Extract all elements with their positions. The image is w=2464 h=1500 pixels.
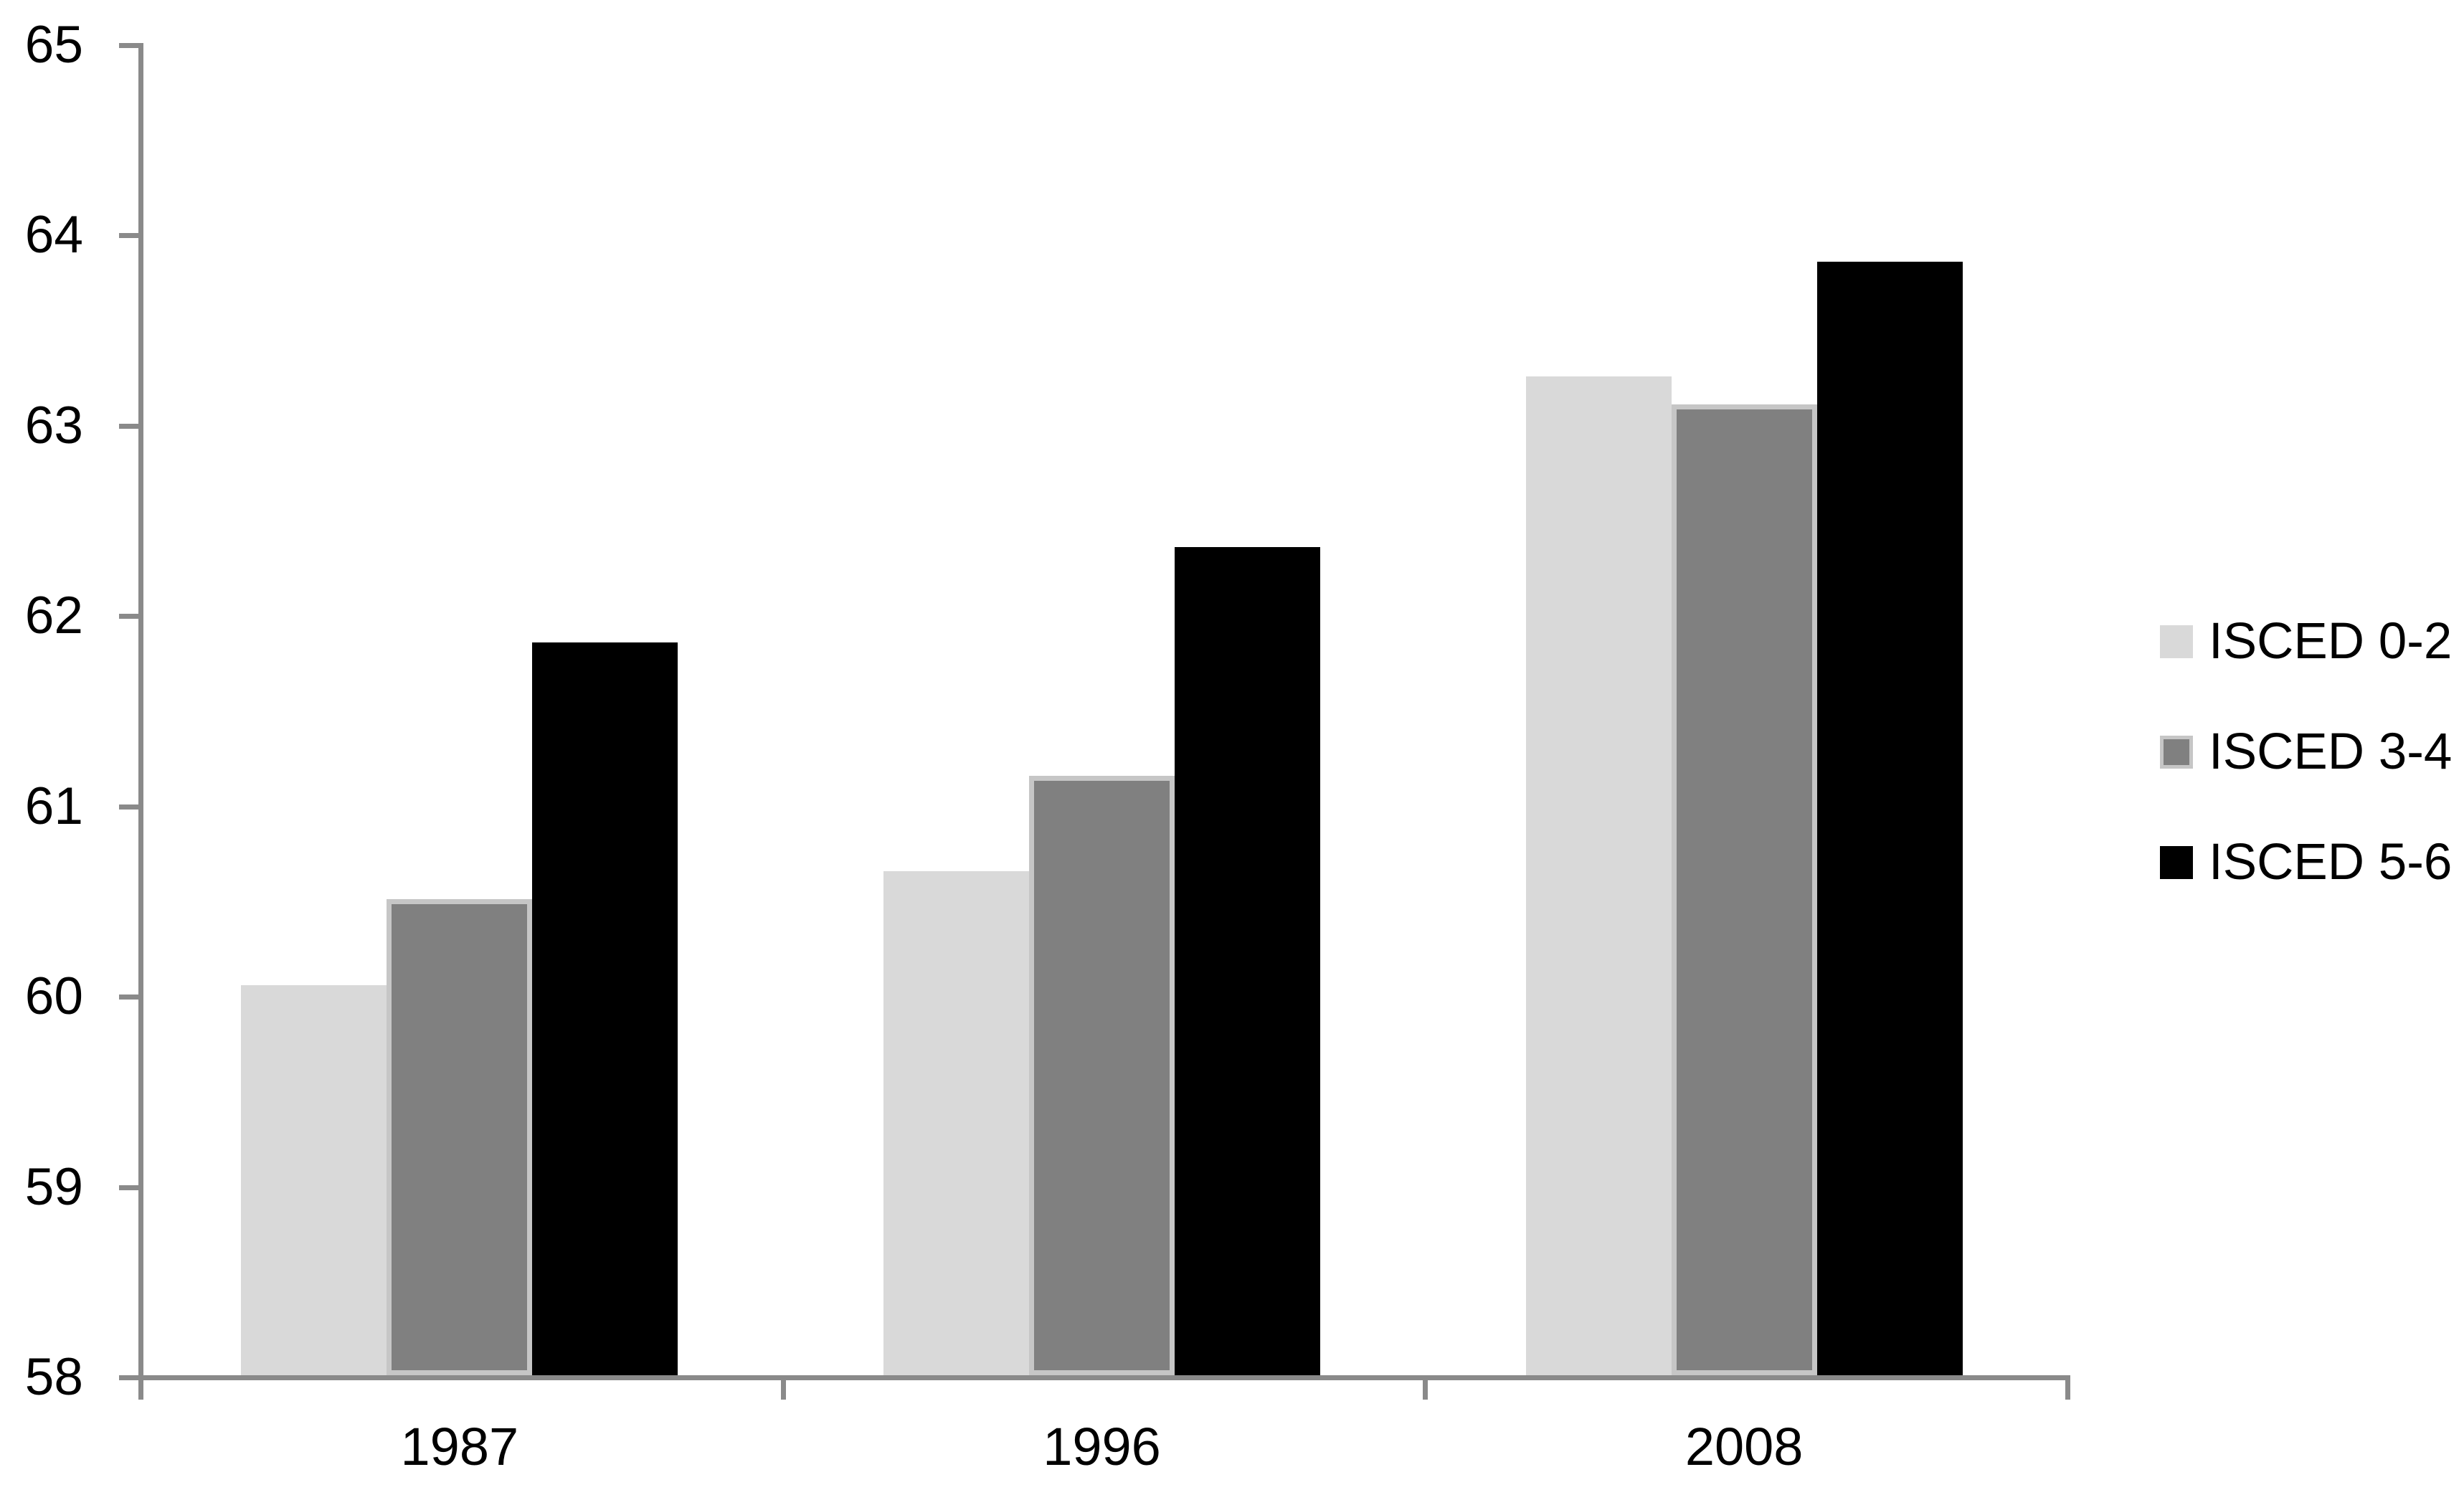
bar-isced-0-2 — [241, 984, 387, 1375]
y-tick-label: 58 — [24, 1348, 83, 1406]
legend-swatch-isced-0-2 — [2160, 625, 2193, 658]
y-tick-label: 59 — [24, 1157, 83, 1216]
bar-isced-5-6 — [1816, 262, 1963, 1375]
bar-isced-3-4 — [1029, 775, 1175, 1375]
bar-isced-0-2 — [1525, 376, 1672, 1375]
legend-swatch-isced-3-4 — [2160, 736, 2193, 769]
y-tick — [119, 804, 138, 810]
x-tick — [780, 1380, 786, 1400]
bar-isced-5-6 — [532, 642, 678, 1375]
y-axis-line — [138, 43, 143, 1395]
bar-isced-0-2 — [883, 870, 1029, 1375]
bar-isced-5-6 — [1175, 547, 1320, 1375]
y-tick-label: 61 — [24, 777, 83, 835]
y-tick — [119, 995, 138, 1000]
x-axis-line — [119, 1375, 2070, 1380]
x-category-label: 2008 — [1684, 1417, 1804, 1476]
legend-label: ISCED 0-2 — [2209, 613, 2453, 670]
x-tick — [138, 1380, 143, 1400]
y-tick — [119, 423, 138, 429]
y-tick — [119, 43, 138, 48]
x-category-label: 1996 — [1043, 1417, 1161, 1476]
y-tick — [119, 1185, 138, 1190]
x-category-label: 1987 — [400, 1417, 519, 1476]
legend-label: ISCED 5-6 — [2209, 834, 2453, 891]
x-tick — [1423, 1380, 1428, 1400]
legend-swatch-isced-5-6 — [2160, 846, 2193, 879]
bar-isced-3-4 — [387, 899, 533, 1375]
legend-label: ISCED 3-4 — [2209, 723, 2453, 780]
bar-isced-3-4 — [1671, 404, 1817, 1375]
y-tick-label: 60 — [24, 967, 83, 1026]
x-tick — [2065, 1380, 2070, 1400]
y-tick-label: 65 — [24, 16, 83, 74]
y-tick-label: 64 — [24, 206, 83, 265]
y-tick — [119, 233, 138, 239]
y-tick-label: 63 — [24, 396, 83, 455]
y-tick-label: 62 — [24, 587, 83, 645]
y-tick — [119, 614, 138, 620]
